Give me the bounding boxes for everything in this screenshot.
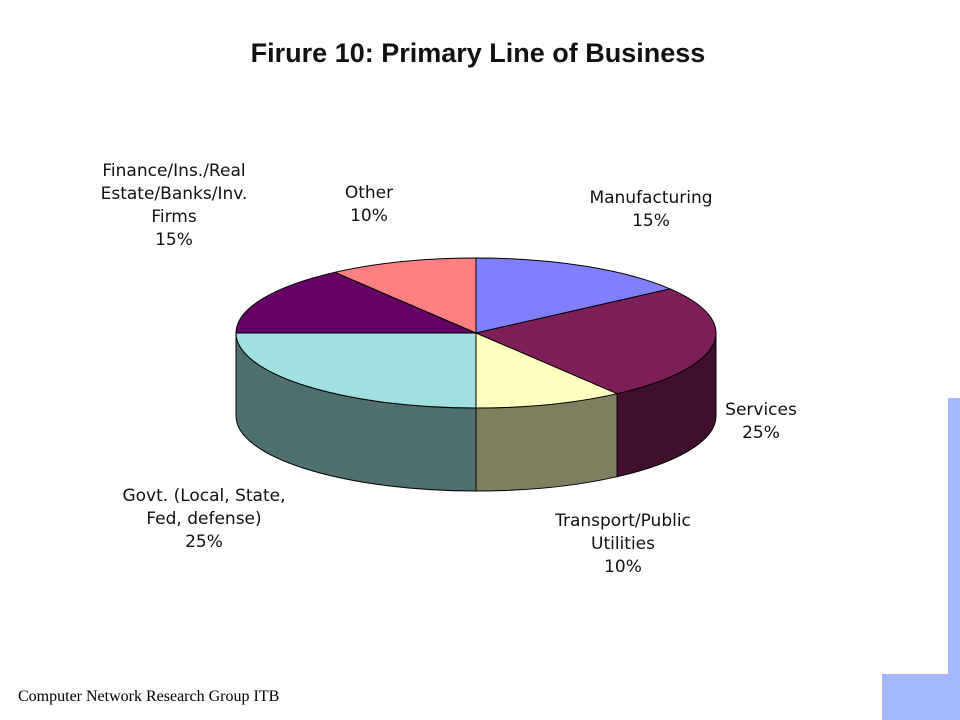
- slice-name-line: Other: [345, 183, 393, 203]
- pie-tops: [235, 257, 717, 409]
- slice-label-other: Other 10%: [345, 183, 393, 226]
- pie-slice-other: [333, 257, 477, 334]
- slice-value-label: 15%: [155, 230, 193, 250]
- slice-label-finance-ins-real: Finance/Ins./Real Estate/Banks/Inv. Firms 1…: [101, 161, 248, 250]
- chart-title: Firure 10: Primary Line of Business: [251, 38, 706, 68]
- slice-label-govt-local-state: Govt. (Local, State, Fed, defense) 25%: [122, 486, 285, 552]
- pie-slice-transport-public: [475, 332, 619, 409]
- pie-slice-finance-ins-real: [235, 271, 477, 334]
- pie-slice-govt-local-state: [235, 332, 477, 409]
- footer-text: Computer Network Research Group ITB: [18, 688, 280, 705]
- slice-name-line: Fed, defense): [146, 509, 261, 529]
- slice-value-label: 15%: [632, 211, 670, 231]
- decorative-vertical-bar: [948, 398, 960, 674]
- slice-name-line: Estate/Banks/Inv.: [101, 184, 248, 204]
- slice-value-label: 25%: [742, 423, 780, 443]
- slice-name-line: Utilities: [591, 534, 655, 554]
- slice-value-label: 10%: [604, 557, 642, 577]
- decorative-corner-block: [882, 674, 960, 720]
- slice-label-manufacturing: Manufacturing 15%: [589, 188, 712, 231]
- pie-slice-manufacturing: [475, 257, 672, 334]
- slice-name-line: Services: [725, 400, 797, 420]
- slice-name-line: Firms: [151, 207, 197, 227]
- pie-slice-services: [474, 288, 717, 395]
- pie-side-transport-public: [475, 393, 618, 492]
- slice-name-line: Finance/Ins./Real: [102, 161, 245, 181]
- slice-value-label: 25%: [185, 532, 223, 552]
- pie-labels: Manufacturing 15% Services 25% Transport/Pub…: [101, 161, 797, 577]
- slice-name-line: Govt. (Local, State,: [122, 486, 285, 506]
- slice-label-transport-public: Transport/Public Utilities 10%: [554, 511, 691, 577]
- pie-sides: [235, 332, 717, 492]
- slice-name-line: Manufacturing: [589, 188, 712, 208]
- slice-value-label: 10%: [350, 206, 388, 226]
- slice-name-line: Transport/Public: [554, 511, 691, 531]
- slice-label-services: Services 25%: [725, 400, 797, 443]
